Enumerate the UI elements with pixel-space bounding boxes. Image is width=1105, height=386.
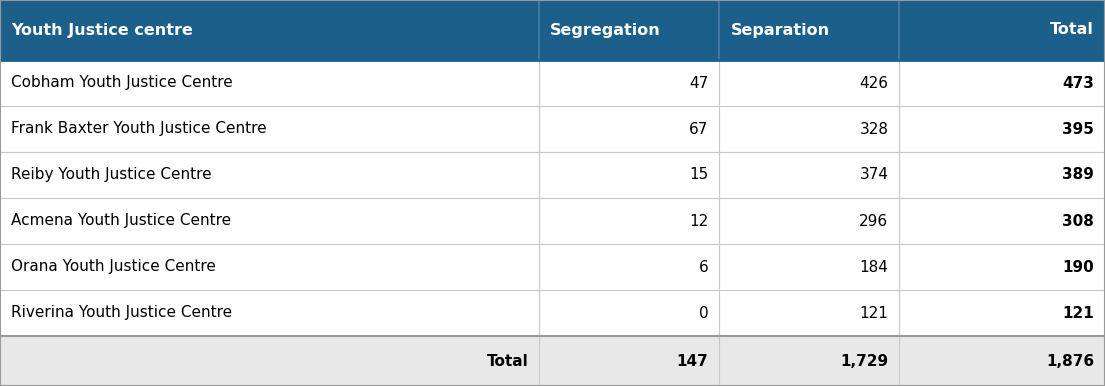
Bar [0,290,1105,336]
Text: Orana Youth Justice Centre: Orana Youth Justice Centre [11,259,215,274]
Text: 1,876: 1,876 [1045,354,1094,369]
Text: 47: 47 [690,76,708,90]
Text: 147: 147 [676,354,708,369]
Text: 374: 374 [860,168,888,183]
Bar [0,106,1105,152]
Text: 121: 121 [1062,305,1094,320]
Text: 296: 296 [860,213,888,229]
Text: Total: Total [1050,22,1094,37]
Text: 1,729: 1,729 [840,354,888,369]
Text: Segregation: Segregation [550,22,661,37]
Bar [0,0,1105,60]
Text: Acmena Youth Justice Centre: Acmena Youth Justice Centre [11,213,231,229]
Text: Total: Total [486,354,528,369]
Text: 15: 15 [690,168,708,183]
Text: 308: 308 [1062,213,1094,229]
Bar [0,60,1105,106]
Text: 67: 67 [688,122,708,137]
Text: 426: 426 [860,76,888,90]
Text: 12: 12 [690,213,708,229]
Text: Cobham Youth Justice Centre: Cobham Youth Justice Centre [11,76,233,90]
Text: 389: 389 [1062,168,1094,183]
Text: 328: 328 [860,122,888,137]
Text: 121: 121 [860,305,888,320]
Text: 190: 190 [1062,259,1094,274]
Text: 473: 473 [1062,76,1094,90]
Text: Frank Baxter Youth Justice Centre: Frank Baxter Youth Justice Centre [11,122,266,137]
Text: Youth Justice centre: Youth Justice centre [11,22,193,37]
Bar [0,244,1105,290]
Text: Reiby Youth Justice Centre: Reiby Youth Justice Centre [11,168,212,183]
Bar [0,198,1105,244]
Text: 184: 184 [860,259,888,274]
Text: 6: 6 [698,259,708,274]
Text: 395: 395 [1062,122,1094,137]
Text: 0: 0 [698,305,708,320]
Bar [0,336,1105,386]
Bar [0,152,1105,198]
Text: Riverina Youth Justice Centre: Riverina Youth Justice Centre [11,305,232,320]
Text: Separation: Separation [730,22,830,37]
